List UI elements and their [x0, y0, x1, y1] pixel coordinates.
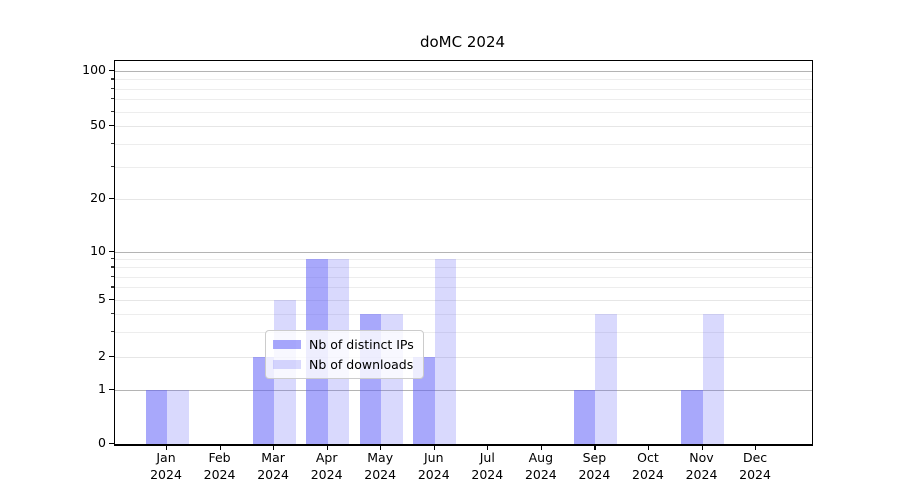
- y-tick: [109, 443, 114, 445]
- gridline-10: [115, 252, 812, 253]
- y-axis-label: 20: [90, 190, 106, 205]
- x-axis-label: May 2024: [364, 450, 397, 482]
- y-axis-label: 1: [98, 381, 106, 396]
- y-tick-minor: [111, 142, 114, 144]
- x-tick: [433, 445, 435, 450]
- gridline-minor-80: [115, 88, 812, 90]
- x-axis-label: Jun 2024: [417, 450, 450, 482]
- bar-ips-nov: [681, 390, 703, 444]
- gridline-20: [115, 199, 812, 200]
- legend-label: Nb of distinct IPs: [309, 337, 414, 352]
- gridline-50: [115, 126, 812, 127]
- bar-downloads-jun: [434, 259, 457, 444]
- bar-ips-sep: [573, 390, 596, 444]
- legend-swatch: [273, 360, 301, 369]
- x-tick: [166, 445, 168, 450]
- legend-label: Nb of downloads: [309, 357, 414, 372]
- y-tick-minor: [111, 110, 114, 112]
- gridline-minor-40: [115, 143, 812, 145]
- x-tick: [219, 445, 221, 450]
- y-tick-minor: [111, 87, 114, 89]
- gridline-5: [115, 300, 812, 301]
- y-axis-label: 0: [98, 435, 106, 450]
- gridline-minor-90: [115, 79, 812, 81]
- x-axis-label: Jan 2024: [150, 450, 182, 482]
- gridline-minor-9: [115, 259, 812, 261]
- y-axis-label: 10: [90, 243, 106, 258]
- x-axis-label: Feb 2024: [203, 450, 236, 482]
- y-axis-label: 100: [82, 62, 106, 77]
- gridline-minor-8: [115, 267, 812, 269]
- bar-downloads-nov: [702, 313, 724, 444]
- legend-item: Nb of downloads: [273, 357, 414, 372]
- x-tick: [540, 445, 543, 450]
- gridline-2: [115, 357, 812, 358]
- y-tick-minor: [111, 275, 114, 277]
- x-axis-label: Apr 2024: [310, 450, 343, 482]
- gridline-100: [115, 71, 812, 72]
- x-tick: [273, 445, 275, 450]
- y-tick: [109, 389, 114, 391]
- gridline-minor-3: [115, 331, 812, 333]
- legend-item: Nb of distinct IPs: [273, 337, 414, 352]
- y-tick: [109, 251, 114, 253]
- gridline-minor-6: [115, 287, 812, 289]
- y-tick: [109, 125, 114, 127]
- gridline-minor-4: [115, 313, 812, 315]
- y-tick-minor: [111, 165, 114, 167]
- y-tick: [109, 299, 114, 301]
- x-axis-label: Nov 2024: [685, 450, 718, 482]
- x-tick: [380, 445, 382, 450]
- x-axis-label: Sep 2024: [578, 450, 611, 482]
- y-axis-label: 2: [98, 348, 106, 363]
- x-tick: [594, 445, 596, 450]
- gridline-minor-30: [115, 166, 812, 168]
- chart-title: doMC 2024: [419, 33, 506, 51]
- x-axis-label: Jul 2024: [471, 450, 504, 482]
- x-axis-label: Oct 2024: [632, 450, 664, 482]
- y-tick-minor: [111, 312, 114, 315]
- y-tick-minor: [111, 258, 114, 260]
- bar-downloads-jan: [167, 390, 189, 444]
- bar-ips-jan: [145, 390, 167, 444]
- x-tick: [701, 445, 703, 450]
- y-tick: [109, 198, 114, 200]
- x-tick: [647, 445, 650, 450]
- y-tick-minor: [111, 266, 114, 268]
- y-tick-minor: [111, 330, 114, 332]
- gridline-minor-70: [115, 99, 812, 101]
- x-axis-label: Mar 2024: [257, 450, 289, 482]
- legend: Nb of distinct IPs Nb of downloads: [265, 330, 424, 379]
- x-tick: [326, 445, 328, 450]
- gridline-minor-60: [115, 111, 812, 113]
- bar-downloads-sep: [595, 313, 617, 444]
- x-tick: [487, 445, 489, 450]
- x-axis-label: Dec 2024: [739, 450, 771, 482]
- gridline-1: [115, 390, 812, 391]
- legend-swatch: [273, 340, 301, 349]
- y-tick: [109, 356, 114, 358]
- y-axis-label: 5: [98, 291, 106, 306]
- x-axis-label: Aug 2024: [524, 450, 557, 482]
- gridline-minor-7: [115, 276, 812, 278]
- y-tick-minor: [111, 78, 114, 80]
- y-tick: [109, 70, 114, 72]
- y-tick-minor: [111, 286, 114, 288]
- x-tick: [755, 445, 757, 450]
- y-tick-minor: [111, 98, 114, 100]
- y-axis-label: 50: [90, 117, 106, 132]
- plot-area: [114, 60, 813, 446]
